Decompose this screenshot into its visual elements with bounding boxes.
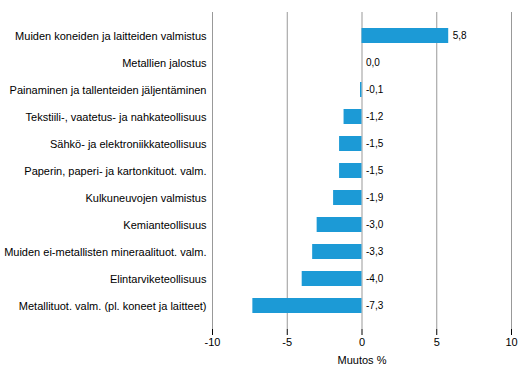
svg-text:-3,3: -3,3 [366, 246, 384, 257]
svg-text:0,0: 0,0 [366, 57, 380, 68]
svg-text:5,8: 5,8 [453, 30, 467, 41]
svg-text:-0,1: -0,1 [366, 84, 384, 95]
svg-text:Painaminen ja tallenteiden jäl: Painaminen ja tallenteiden jäljentäminen [10, 84, 207, 96]
svg-text:Elintarviketeollisuus: Elintarviketeollisuus [110, 273, 207, 285]
svg-text:-1,9: -1,9 [366, 192, 384, 203]
svg-text:Muiden ei-metallisten mineraal: Muiden ei-metallisten mineraalituot. val… [4, 246, 206, 258]
svg-text:Muiden koneiden ja laitteiden: Muiden koneiden ja laitteiden valmistus [15, 30, 207, 42]
svg-text:Kemianteollisuus: Kemianteollisuus [123, 219, 207, 231]
svg-text:Muutos %: Muutos % [338, 354, 387, 366]
svg-text:Sähkö- ja elektroniikkateollis: Sähkö- ja elektroniikkateollisuus [50, 138, 207, 150]
svg-text:-4,0: -4,0 [366, 273, 384, 284]
svg-text:-5: -5 [282, 336, 292, 348]
svg-text:5: 5 [434, 336, 440, 348]
svg-text:-1,2: -1,2 [366, 111, 384, 122]
svg-text:10: 10 [505, 336, 517, 348]
svg-text:0: 0 [359, 336, 365, 348]
svg-text:-1,5: -1,5 [366, 165, 384, 176]
svg-text:-3,0: -3,0 [366, 219, 384, 230]
svg-text:Tekstiili-, vaatetus- ja nahka: Tekstiili-, vaatetus- ja nahkateollisuus [26, 111, 207, 123]
svg-text:-10: -10 [205, 336, 221, 348]
svg-text:Kulkuneuvojen valmistus: Kulkuneuvojen valmistus [85, 192, 207, 204]
svg-text:Paperin, paperi- ja kartonkitu: Paperin, paperi- ja kartonkituot. valm. [24, 165, 206, 177]
svg-text:Metallien jalostus: Metallien jalostus [122, 57, 207, 69]
svg-text:-7,3: -7,3 [366, 300, 384, 311]
svg-text:-1,5: -1,5 [366, 138, 384, 149]
svg-text:Metallituot. valm. (pl. koneet: Metallituot. valm. (pl. koneet ja laitte… [19, 300, 207, 312]
